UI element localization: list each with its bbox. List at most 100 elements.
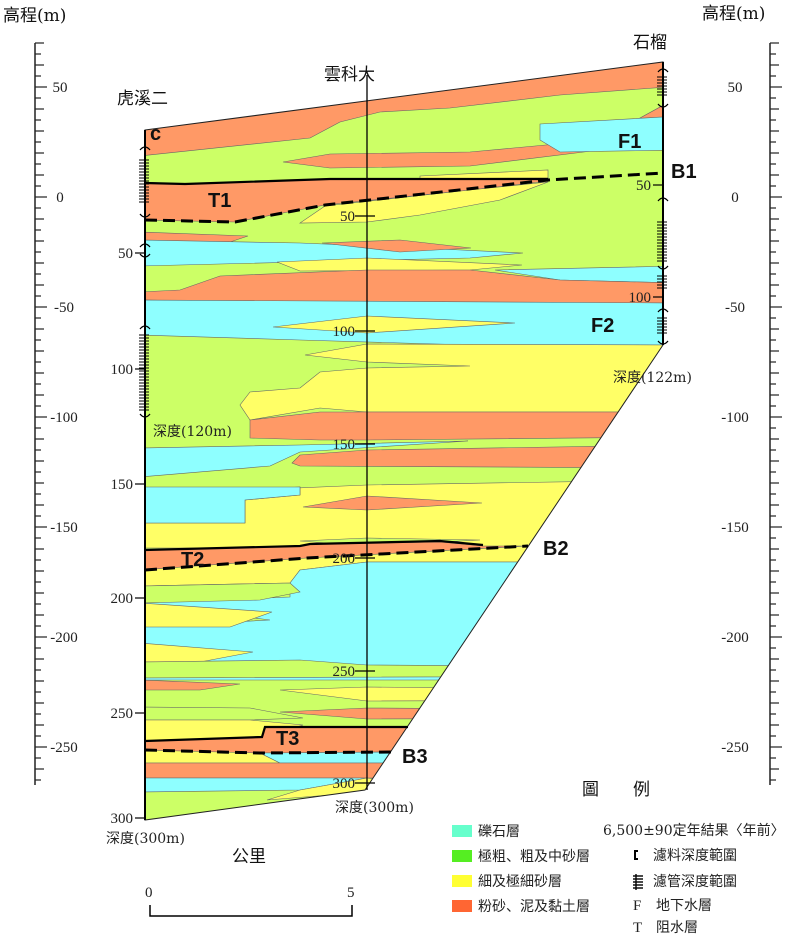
legend-note-filter: 濾料深度範圍	[653, 847, 737, 864]
depth-tick-label: 200	[111, 591, 134, 607]
stratum-gravel	[494, 265, 663, 284]
stratum-fine-sand	[299, 181, 549, 224]
depth-label-middle: 深度(300m)	[335, 800, 414, 816]
well-name-right: 石榴	[633, 33, 667, 53]
axis-tick-label: 0	[731, 190, 739, 206]
stratum-gravel	[145, 440, 469, 478]
filter-bracket	[139, 243, 151, 258]
boundary-B3	[144, 748, 394, 755]
legend-label: 極粗、粗及中砂層	[478, 849, 590, 865]
label-T3: T3	[276, 728, 299, 750]
depth-tick-label: 50	[340, 209, 355, 225]
legend-label: 細及極細砂層	[478, 874, 562, 890]
filter-bracket	[139, 325, 151, 418]
scale-bar: 公里 0 5	[145, 847, 355, 917]
stratum-gravel	[145, 239, 524, 267]
legend-label: 粉砂、泥及黏土層	[478, 899, 590, 915]
axis-tick-label: -100	[721, 410, 749, 426]
stratum-gravel	[259, 751, 663, 764]
left-axis-title: 高程(m)	[3, 6, 66, 26]
boundary-B2	[144, 544, 529, 572]
stratum-gravel-F1	[539, 115, 663, 153]
axis-tick-label: -150	[50, 520, 78, 536]
label-F2: F2	[591, 315, 614, 337]
boundary-B1	[144, 171, 664, 224]
legend-symbol-F: F	[633, 898, 641, 914]
axis-tick-label: -150	[721, 520, 749, 536]
right-axis-title: 高程(m)	[702, 4, 765, 24]
scale-unit: 公里	[232, 847, 266, 867]
axis-tick-label: -50	[54, 300, 74, 316]
depth-tick-label: 300	[333, 776, 356, 792]
depth-ticks: 50 100 150 200 250 300 50 100 150 200 250 300 50 100	[111, 178, 663, 827]
depth-tick-label: 300	[111, 811, 134, 827]
scale-start: 0	[145, 885, 153, 901]
depth-tick-label: 150	[333, 437, 356, 453]
elevation-axes: 50 0 -50 -100 -150 -200 -250 50 0 -50 -100 -150 -200…	[34, 42, 782, 785]
axis-tick-label: -200	[50, 630, 78, 646]
depth-tick-label: 100	[333, 324, 356, 340]
stratum-clay	[321, 239, 472, 253]
depth-tick-label: 50	[636, 178, 651, 194]
stratum-clay	[302, 495, 483, 511]
legend-note-aquitard: 阻水層	[656, 920, 698, 935]
legend-title: 圖 例	[582, 780, 650, 800]
legend-swatch	[452, 825, 472, 837]
depth-label-right: 深度(122m)	[613, 370, 692, 386]
stratum-clay	[249, 411, 663, 441]
axis-tick-label: -50	[725, 300, 745, 316]
depth-tick-label: 50	[118, 246, 133, 262]
screen-intervals	[139, 68, 669, 418]
stratum-clay	[145, 62, 663, 157]
stratum-clay	[145, 679, 241, 691]
legend-swatch	[452, 900, 472, 912]
label-T1: T1	[208, 190, 231, 212]
stratum-coarse-sand	[145, 706, 304, 721]
stratum-fine-sand	[239, 343, 663, 421]
label-B3: B3	[402, 746, 428, 768]
marker-c: c	[150, 123, 161, 145]
filter-bracket	[139, 146, 151, 218]
aquitard-boundaries	[144, 171, 664, 755]
legend-note-dating: 6,500±90定年結果〈年前〉	[603, 822, 785, 839]
axis-tick-label: 50	[53, 80, 68, 96]
filter-bracket	[657, 308, 669, 345]
legend-swatch	[452, 875, 472, 887]
legend-label: 礫石層	[478, 824, 520, 840]
stratum-fine-sand	[145, 602, 273, 628]
stratum-fine-sand	[272, 315, 516, 334]
axis-tick-label: -250	[721, 740, 749, 756]
filter-bracket	[657, 68, 669, 108]
axis-tick-label: 0	[56, 190, 64, 206]
label-F1: F1	[618, 131, 641, 153]
depth-tick-label: 100	[629, 290, 652, 306]
stratum-fine-sand	[276, 257, 523, 272]
well-name-left: 虎溪二	[117, 89, 168, 109]
filter-bracket-icon	[634, 850, 638, 860]
stratum-coarse-sand	[145, 582, 301, 604]
screen-hatch-icon	[633, 874, 643, 890]
axis-tick-label: -200	[721, 630, 749, 646]
stratum-clay	[291, 444, 663, 469]
label-B2: B2	[543, 538, 569, 560]
filter-bracket	[657, 197, 669, 270]
depth-label-left: 深度(300m)	[106, 831, 185, 847]
depth-label-left-mid: 深度(120m)	[153, 424, 232, 440]
depth-tick-label: 150	[111, 477, 134, 493]
axis-tick-label: -250	[50, 740, 78, 756]
scale-end: 5	[347, 885, 355, 901]
depth-tick-label: 250	[333, 664, 356, 680]
legend-symbol-T: T	[633, 920, 642, 935]
axis-tick-label: -100	[50, 410, 78, 426]
stratum-gravel	[145, 486, 301, 524]
depth-tick-label: 200	[333, 551, 356, 567]
axis-tick-label: 50	[728, 80, 743, 96]
label-T2: T2	[181, 549, 204, 571]
well-name-middle: 雲科大	[324, 65, 375, 85]
label-B1: B1	[671, 161, 697, 183]
depth-tick-label: 250	[111, 706, 134, 722]
legend-note-screen: 濾管深度範圍	[653, 873, 737, 890]
legend-swatch	[452, 850, 472, 862]
